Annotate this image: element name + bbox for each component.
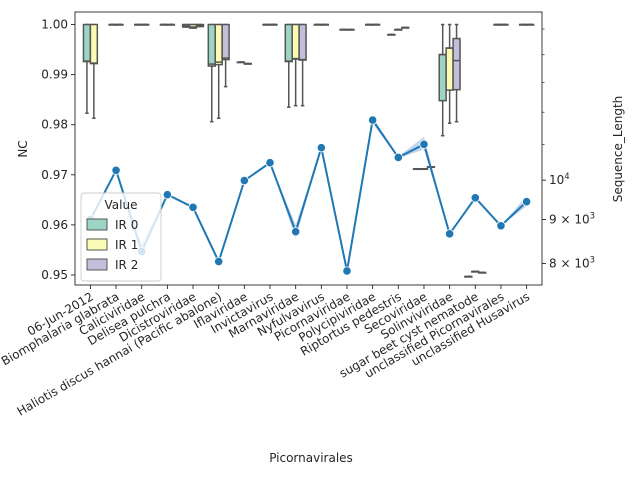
box-body <box>298 23 307 61</box>
box-3-0 <box>159 23 169 26</box>
legend-title: Value <box>105 198 138 212</box>
box-5-1 <box>214 23 223 119</box>
box-4-1 <box>188 23 198 29</box>
box-9-0 <box>313 23 323 26</box>
box-body <box>452 37 461 91</box>
box-body <box>89 23 99 65</box>
sequence-length-point <box>162 190 172 200</box>
box-body <box>221 23 230 61</box>
sequence-length-point <box>470 193 480 203</box>
box-body <box>207 23 216 67</box>
y-tick-label: 0.96 <box>41 218 68 232</box>
sequence-length-point <box>368 115 378 125</box>
box-12-0 <box>387 33 396 36</box>
box-1-1 <box>115 23 124 26</box>
legend: Value IR 0 IR 1 IR 2 <box>80 192 162 282</box>
sequence-length-point <box>393 152 403 163</box>
y2-tick-label: 104 <box>549 172 570 187</box>
y-tick-label: 0.98 <box>41 118 68 132</box>
box-0-0 <box>82 23 92 114</box>
box-body <box>214 23 223 66</box>
box-7-0 <box>262 23 271 26</box>
box-15-1 <box>471 270 480 273</box>
plot-frame <box>74 11 543 286</box>
box-16-1 <box>500 23 509 26</box>
box-15-0 <box>464 275 473 278</box>
box-3-1 <box>166 23 176 26</box>
sequence-length-point <box>265 158 275 168</box>
sequence-length-point <box>111 165 121 175</box>
box-9-1 <box>320 23 330 26</box>
legend-swatch-1 <box>86 238 108 251</box>
sequence-length-point <box>522 197 532 207</box>
box-12-1 <box>394 28 403 31</box>
y-axis-title: NC <box>16 140 30 157</box>
y2-tick-label: 8 × 103 <box>549 255 595 270</box>
sequence-length-point <box>445 229 455 239</box>
box-17-0 <box>518 23 528 26</box>
box-body <box>291 23 300 60</box>
box-6-0 <box>236 61 246 64</box>
box-2-1 <box>140 23 150 26</box>
box-10-0 <box>339 28 348 31</box>
box-11-0 <box>364 23 374 26</box>
sequence-length-point <box>214 256 224 267</box>
legend-label-1: IR 1 <box>115 238 138 252</box>
box-7-1 <box>269 23 278 26</box>
legend-label-2: IR 2 <box>115 258 138 272</box>
sequence-length-point <box>291 227 301 237</box>
box-16-0 <box>493 23 502 26</box>
box-0-1 <box>89 23 99 119</box>
sequence-length-point <box>316 143 326 153</box>
box-4-0 <box>181 23 191 28</box>
sequence-length-line <box>89 117 528 272</box>
sequence-length-point <box>342 266 352 276</box>
box-12-2 <box>401 26 410 29</box>
y2-tick-label: 9 × 103 <box>549 211 595 226</box>
box-11-1 <box>371 23 381 26</box>
box-10-1 <box>346 28 355 31</box>
box-1-0 <box>108 23 117 26</box>
x-axis-title: Picornavirales <box>269 451 353 465</box>
box-body <box>284 23 293 63</box>
y-tick-label: 1.00 <box>41 18 68 32</box>
box-layer <box>82 23 535 278</box>
sequence-length-point <box>496 221 506 231</box>
y-tick-label: 0.99 <box>41 68 68 82</box>
box-13-1 <box>419 168 429 171</box>
legend-swatch-2 <box>86 258 108 271</box>
box-body <box>438 53 447 102</box>
box-4-2 <box>195 23 205 28</box>
box-5-2 <box>221 23 230 88</box>
sequence-length-point <box>188 202 198 212</box>
legend-swatch-0 <box>86 218 108 231</box>
box-6-1 <box>243 62 253 65</box>
y-tick-label: 0.97 <box>41 168 68 182</box>
box-8-2 <box>298 23 307 107</box>
box-2-0 <box>134 23 143 26</box>
legend-label-0: IR 0 <box>115 218 138 232</box>
box-14-2 <box>452 23 461 123</box>
box-13-0 <box>412 168 422 171</box>
box-15-2 <box>477 271 487 274</box>
sequence-length-point <box>419 139 429 149</box>
sequence-length-point <box>239 175 249 186</box>
box-body <box>445 47 454 91</box>
y2-axis-title: Sequence_Length <box>611 96 625 203</box>
box-17-1 <box>525 23 535 26</box>
y-tick-label: 0.95 <box>41 268 68 282</box>
box-body <box>82 23 92 63</box>
